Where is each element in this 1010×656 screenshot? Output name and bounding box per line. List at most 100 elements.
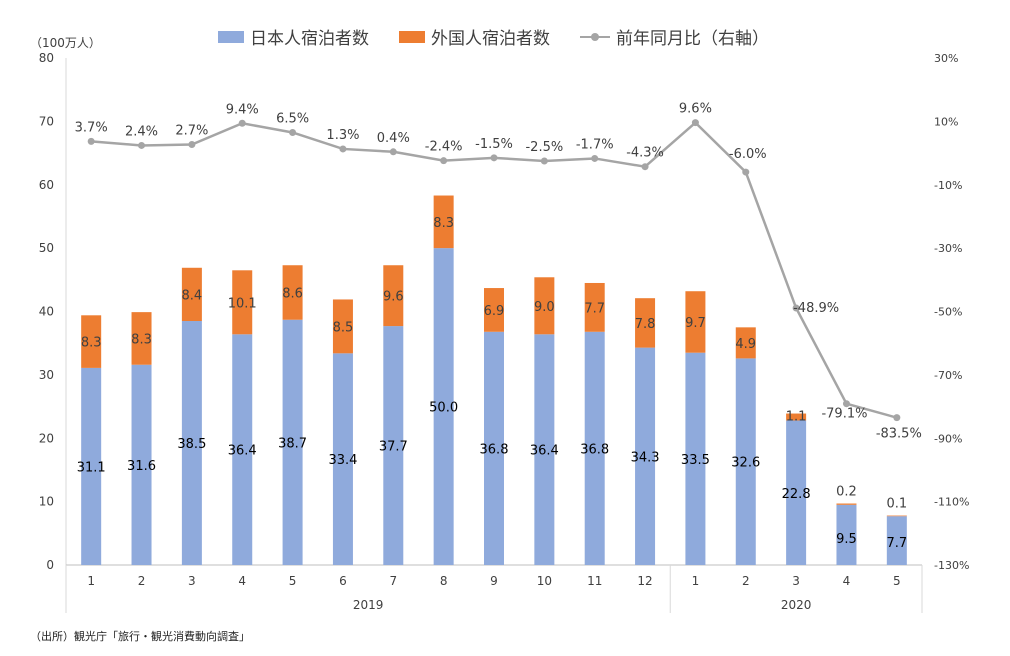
data-label-yoy: 3.7% bbox=[75, 120, 108, 135]
data-label-yoy: 0.4% bbox=[377, 131, 410, 146]
x-tick-label: 1 bbox=[692, 574, 700, 588]
y-left-tick-label: 20 bbox=[39, 431, 54, 445]
source-note: （出所）観光庁「旅行・観光消費動向調査」 bbox=[30, 630, 250, 643]
bar-japanese bbox=[534, 334, 555, 565]
y-left-tick-label: 60 bbox=[39, 178, 54, 192]
data-label-foreign: 8.6 bbox=[282, 286, 303, 301]
data-label-yoy: 9.6% bbox=[679, 102, 712, 117]
bar-japanese bbox=[836, 504, 857, 565]
x-tick-label: 12 bbox=[637, 574, 652, 588]
bar-japanese bbox=[635, 347, 656, 565]
data-label-japanese: 9.5 bbox=[836, 532, 857, 547]
data-label-yoy: 2.7% bbox=[175, 124, 208, 139]
data-label-foreign: 7.8 bbox=[635, 317, 656, 332]
yoy-point bbox=[591, 154, 599, 162]
legend-swatch-yoy bbox=[580, 31, 610, 43]
bar-japanese bbox=[81, 367, 102, 565]
x-group-label: 2020 bbox=[781, 598, 812, 612]
data-label-yoy: -48.9% bbox=[793, 301, 839, 316]
data-label-foreign: 0.1 bbox=[886, 497, 907, 512]
bar-foreign bbox=[786, 413, 807, 421]
y-left-tick-label: 10 bbox=[39, 495, 54, 509]
bar-foreign bbox=[282, 265, 303, 320]
yoy-point bbox=[440, 157, 448, 165]
data-label-japanese: 38.7 bbox=[278, 436, 307, 451]
bar-japanese bbox=[232, 334, 253, 565]
data-label-yoy: 6.5% bbox=[276, 111, 309, 126]
data-label-foreign: 8.3 bbox=[433, 216, 454, 231]
data-label-yoy: -2.5% bbox=[525, 140, 563, 155]
yoy-point bbox=[893, 414, 901, 422]
data-label-japanese: 36.8 bbox=[480, 442, 509, 457]
data-label-yoy: -1.5% bbox=[475, 137, 513, 152]
y-right-tick-label: -130% bbox=[934, 559, 969, 572]
yoy-point bbox=[691, 119, 699, 127]
data-label-yoy: -2.4% bbox=[425, 140, 463, 155]
legend-swatch-japanese bbox=[218, 30, 244, 43]
x-tick-label: 7 bbox=[389, 574, 397, 588]
data-label-yoy: 1.3% bbox=[326, 128, 359, 143]
bar-foreign bbox=[131, 312, 152, 365]
bar-foreign bbox=[635, 298, 656, 348]
data-label-foreign: 8.5 bbox=[333, 320, 354, 335]
data-label-foreign: 7.7 bbox=[584, 301, 605, 316]
bar-foreign bbox=[534, 277, 555, 335]
data-label-foreign: 9.0 bbox=[534, 300, 555, 315]
x-tick-label: 2 bbox=[138, 574, 146, 588]
yoy-point bbox=[540, 157, 548, 165]
bar-foreign bbox=[181, 267, 202, 322]
data-label-foreign: 1.1 bbox=[786, 410, 807, 425]
yoy-point bbox=[238, 119, 246, 127]
yoy-point bbox=[289, 128, 297, 136]
x-tick-label: 1 bbox=[87, 574, 95, 588]
legend-item-yoy: 前年同月比（右軸） bbox=[580, 24, 769, 49]
bar-foreign bbox=[886, 515, 907, 517]
bar-japanese bbox=[484, 331, 504, 565]
y-left-tick-label: 50 bbox=[39, 241, 54, 255]
data-label-foreign: 0.2 bbox=[836, 485, 857, 500]
data-label-yoy: -6.0% bbox=[729, 147, 767, 162]
data-label-japanese: 50.0 bbox=[429, 401, 458, 416]
bar-japanese bbox=[131, 364, 152, 565]
bar-japanese bbox=[433, 248, 454, 565]
x-tick-label: 4 bbox=[843, 574, 851, 588]
x-tick-label: 5 bbox=[893, 574, 901, 588]
data-label-japanese: 32.6 bbox=[731, 456, 760, 471]
data-label-yoy: -4.3% bbox=[626, 146, 664, 161]
bar-foreign bbox=[332, 299, 353, 354]
yoy-point bbox=[792, 304, 800, 312]
bar-japanese bbox=[181, 321, 202, 565]
x-tick-label: 11 bbox=[587, 574, 602, 588]
bar-foreign bbox=[484, 288, 504, 332]
data-label-yoy: -83.5% bbox=[876, 427, 922, 442]
data-label-japanese: 31.1 bbox=[77, 460, 106, 475]
data-label-foreign: 8.3 bbox=[131, 332, 152, 347]
yoy-point bbox=[87, 137, 95, 145]
bar-foreign bbox=[232, 270, 253, 335]
legend-item-foreign: 外国人宿泊者数 bbox=[399, 24, 550, 49]
yoy-point bbox=[742, 168, 750, 176]
bar-foreign bbox=[836, 503, 857, 505]
y-right-tick-label: 10% bbox=[934, 115, 958, 128]
y-axis-unit-label: （100万人） bbox=[30, 36, 101, 50]
bar-japanese bbox=[282, 319, 303, 565]
y-right-tick-label: -30% bbox=[934, 242, 962, 255]
y-left-tick-label: 80 bbox=[39, 51, 54, 65]
legend-label-japanese: 日本人宿泊者数 bbox=[250, 29, 369, 49]
bar-foreign bbox=[433, 195, 454, 249]
x-tick-label: 6 bbox=[339, 574, 347, 588]
y-left-tick-label: 70 bbox=[39, 114, 54, 128]
yoy-point bbox=[490, 154, 498, 162]
x-tick-label: 10 bbox=[537, 574, 552, 588]
x-tick-label: 3 bbox=[188, 574, 196, 588]
bar-japanese bbox=[584, 331, 605, 565]
x-tick-label: 8 bbox=[440, 574, 448, 588]
data-label-yoy: 9.4% bbox=[226, 102, 259, 117]
data-label-yoy: -1.7% bbox=[576, 137, 614, 152]
data-label-japanese: 38.5 bbox=[177, 437, 206, 452]
y-left-tick-label: 0 bbox=[46, 558, 54, 572]
legend-label-yoy: 前年同月比（右軸） bbox=[616, 29, 769, 49]
data-label-japanese: 33.4 bbox=[328, 453, 357, 468]
data-label-japanese: 31.6 bbox=[127, 459, 156, 474]
